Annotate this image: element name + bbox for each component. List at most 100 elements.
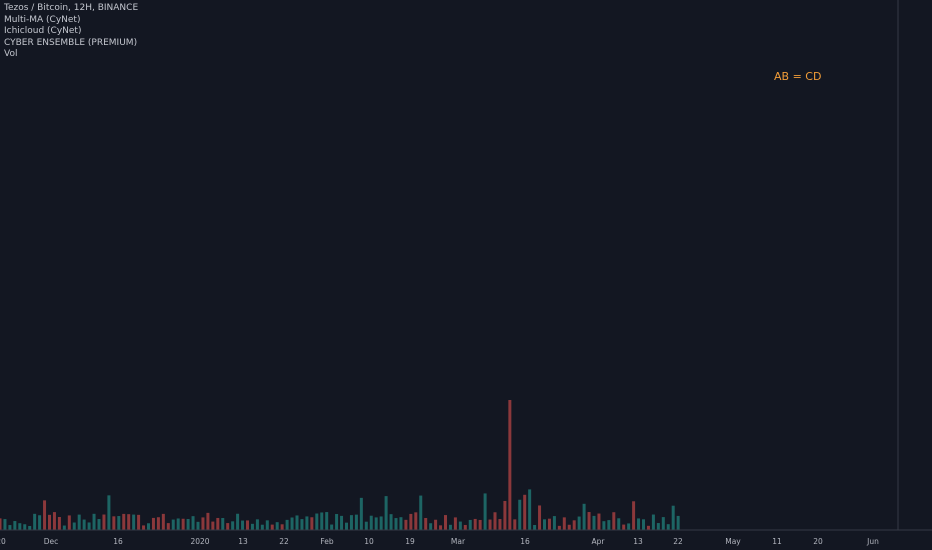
indicator-ichicloud[interactable]: Ichicloud (CyNet) — [4, 26, 82, 36]
volume-bar — [241, 520, 245, 530]
volume-bar — [557, 525, 561, 530]
volume-bar — [181, 518, 185, 530]
volume-bar — [191, 516, 195, 530]
volume-bar — [424, 518, 428, 530]
volume-bar — [488, 519, 492, 530]
date-axis-label: 13 — [238, 537, 248, 546]
volume-bar — [622, 524, 626, 530]
volume-bar — [137, 514, 141, 530]
volume-bar — [340, 515, 344, 530]
volume-bar — [186, 519, 190, 530]
volume-bar — [3, 519, 7, 530]
volume-bar — [567, 524, 571, 530]
volume-bar — [503, 500, 507, 530]
volume-bar — [444, 515, 447, 530]
volume-bar — [62, 525, 66, 530]
date-axis: 20 Dec 16 2020 13 22 Feb 10 19 Mar 16 Apr 13 22 May 11 2… — [0, 529, 932, 546]
volume-bar — [216, 517, 220, 530]
indicator-multi-ma[interactable]: Multi-MA (CyNet) — [4, 14, 81, 25]
volume-bar — [13, 521, 17, 530]
volume-bar — [379, 516, 383, 530]
volume-bar — [369, 515, 373, 530]
volume-bar — [345, 522, 348, 530]
volume-bar — [656, 523, 660, 530]
volume-bar — [612, 512, 616, 530]
symbol-title[interactable]: Tezos / Bitcoin, 12H, BINANCE — [4, 3, 139, 13]
volume-bar — [52, 512, 56, 530]
date-axis-label: Dec — [44, 537, 59, 546]
volume-bar — [132, 514, 136, 530]
volume-bar — [48, 514, 51, 530]
volume-bar — [468, 519, 472, 530]
volume-bar — [349, 515, 353, 530]
volume-bar — [676, 515, 680, 530]
chart-legend: Tezos / Bitcoin, 12H, BINANCE Multi-MA (… — [4, 3, 138, 61]
date-axis-label: 16 — [113, 537, 123, 546]
volume-bar — [290, 517, 294, 530]
volume-bar — [67, 515, 71, 530]
volume-bar — [498, 519, 502, 530]
abcd-pattern: AB = CD — [774, 70, 821, 83]
volume-bar — [335, 514, 339, 530]
volume-bar — [354, 514, 358, 530]
volume-bar — [142, 525, 146, 530]
volume-bar — [533, 524, 537, 530]
volume-bar — [666, 524, 670, 530]
volume-bar — [429, 523, 433, 530]
volume-bar — [82, 519, 86, 530]
volume-bar — [18, 523, 22, 530]
volume-bar — [246, 520, 249, 530]
volume-bar — [547, 518, 551, 530]
volume-bar — [23, 524, 27, 530]
indicator-volume[interactable]: Vol — [4, 49, 18, 59]
volume-bar — [151, 517, 155, 530]
volume-bar — [651, 514, 655, 530]
volume-bar — [483, 493, 487, 530]
volume-bar — [28, 525, 32, 530]
volume-bar — [127, 514, 131, 530]
volume-bar — [0, 518, 2, 530]
date-axis-label: Apr — [592, 537, 606, 546]
volume-bar — [275, 522, 279, 530]
date-axis-label: 11 — [772, 537, 782, 546]
volume-bar — [250, 523, 254, 530]
volume-bar — [161, 513, 165, 530]
volume-bar — [617, 518, 621, 530]
volume-bar — [330, 524, 334, 530]
date-axis-label: 10 — [364, 537, 374, 546]
date-axis-label: 2020 — [190, 537, 209, 546]
volume-bar — [419, 495, 423, 530]
volume-bar — [102, 514, 106, 530]
volume-bar — [513, 519, 517, 530]
volume-bar — [305, 516, 309, 530]
volume-bar — [671, 505, 675, 530]
volume-bar — [493, 512, 497, 530]
volume-bar — [597, 513, 601, 530]
volume-bar — [359, 497, 363, 530]
volume-bar — [562, 517, 566, 530]
volume-bar — [300, 519, 304, 530]
volume-bar — [171, 519, 175, 530]
volume-bar — [280, 524, 284, 530]
volume-bar — [473, 518, 477, 530]
volume-bar — [92, 513, 96, 530]
indicator-cyber-ensemble[interactable]: CYBER ENSEMBLE (PREMIUM) — [4, 37, 138, 48]
volume-bar — [409, 513, 413, 530]
abcd-annotation: AB = CD — [774, 70, 821, 83]
volume-bar — [552, 516, 556, 530]
date-axis-label: Feb — [320, 537, 334, 546]
volume-bar — [572, 520, 576, 530]
volume-bar — [637, 518, 641, 530]
volume-bar — [602, 521, 606, 530]
volume-bar — [587, 512, 591, 530]
volume-bar — [260, 524, 264, 530]
volume-bar — [523, 494, 527, 530]
volume-bar — [448, 524, 452, 530]
volume-bar — [642, 519, 645, 530]
volume-bar — [231, 521, 235, 530]
volume-bar — [414, 512, 418, 530]
volume-bar — [166, 523, 170, 530]
volume-bar — [538, 505, 542, 530]
volume-bar — [206, 512, 210, 530]
